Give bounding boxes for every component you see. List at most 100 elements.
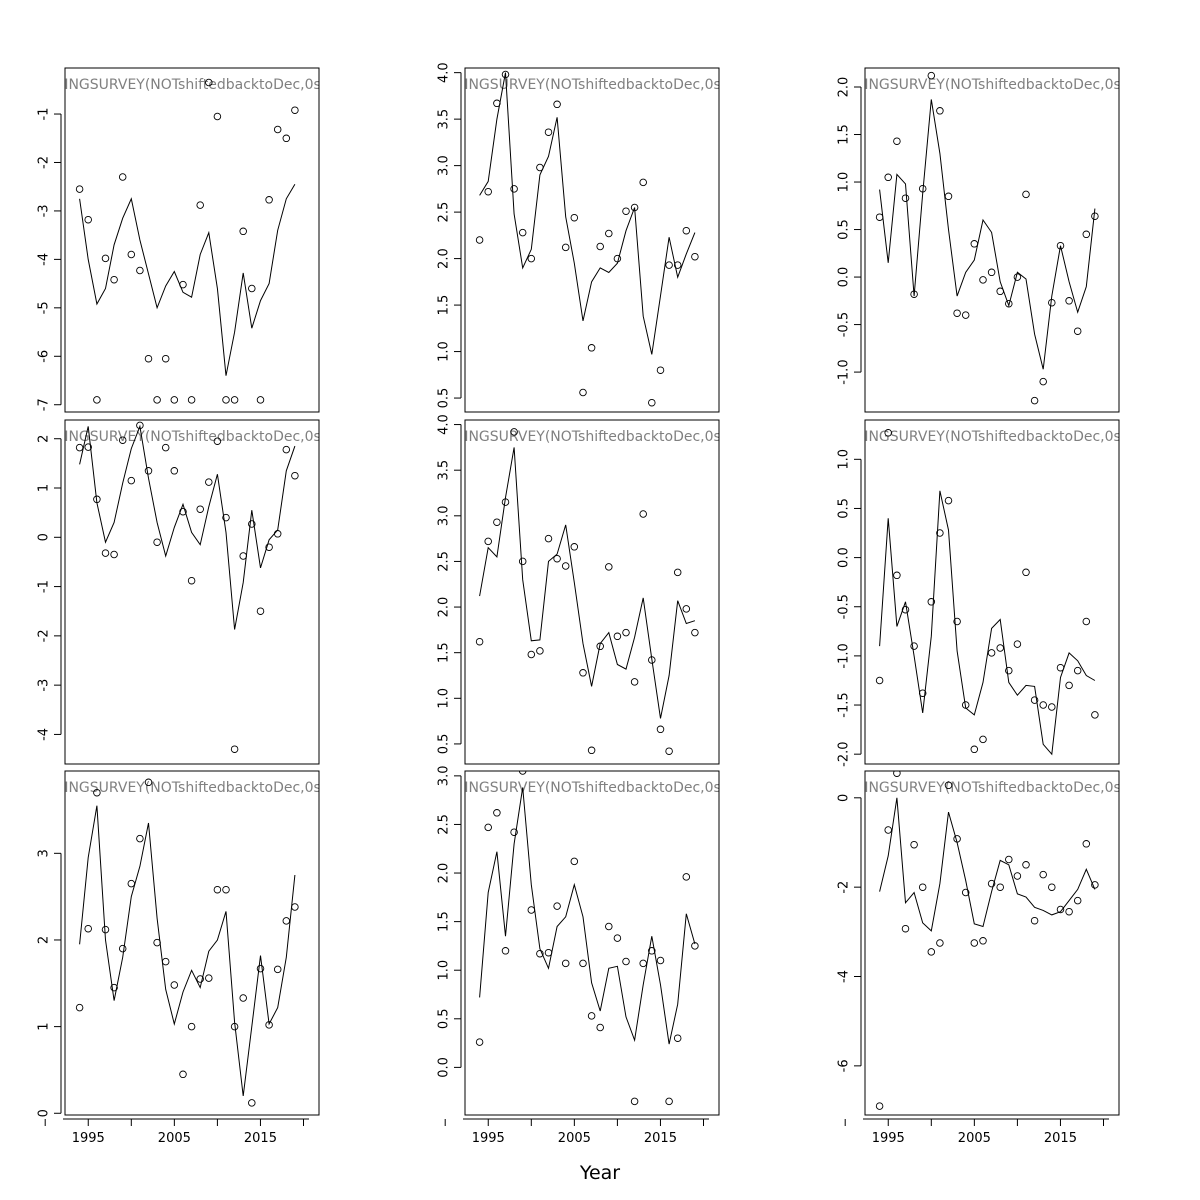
observed-point <box>196 975 204 983</box>
y-tick-label: 1.0 <box>437 341 452 362</box>
observed-point <box>1022 568 1030 577</box>
observed-point <box>75 185 84 193</box>
y-tick-label: 0 <box>37 1109 52 1117</box>
observed-point <box>256 396 265 404</box>
observed-point <box>222 885 230 894</box>
observed-point <box>239 994 247 1002</box>
observed-point <box>136 266 144 275</box>
observed-point <box>1082 840 1091 848</box>
y-tick-label: 1.0 <box>437 688 452 709</box>
observed-point <box>665 747 673 755</box>
observed-point <box>901 924 910 933</box>
observed-point <box>613 934 622 942</box>
fitted-series-line <box>79 805 296 1096</box>
observed-point <box>527 254 536 263</box>
observed-point <box>510 428 518 436</box>
observed-point <box>1056 905 1065 914</box>
observed-point <box>596 642 604 651</box>
y-tick-label: 0.5 <box>437 388 452 409</box>
observed-point <box>1065 907 1073 916</box>
observed-point <box>527 906 536 914</box>
observed-point <box>979 735 987 744</box>
observed-point <box>1065 297 1073 305</box>
observed-point <box>673 1034 682 1042</box>
panel-frame <box>64 67 320 413</box>
y-tick-label: 3.0 <box>437 505 452 526</box>
observed-point <box>944 496 953 505</box>
observed-point <box>265 196 273 204</box>
observed-point <box>673 261 682 269</box>
observed-point <box>291 106 299 114</box>
observed-point <box>953 617 961 626</box>
y-tick-label: -7 <box>37 398 52 411</box>
observed-point <box>579 669 587 677</box>
chart-panel-5: RINGSURVEY(NOTshiftedbacktoDec,0sa 0.5 1.0… <box>437 414 730 765</box>
observed-point <box>75 1003 84 1012</box>
observed-point <box>979 937 987 945</box>
observed-point <box>101 549 110 557</box>
y-tick-label: 3.0 <box>437 155 452 176</box>
observed-point <box>484 537 492 546</box>
observed-point <box>187 1022 196 1031</box>
observed-point <box>884 429 892 437</box>
observed-point <box>996 287 1004 296</box>
y-tick-label: -2 <box>37 629 52 642</box>
y-tick-label: -0.5 <box>837 312 852 337</box>
observed-point <box>553 100 561 109</box>
y-tick-label: 1 <box>37 484 52 492</box>
y-tick-label: 0.5 <box>437 1008 452 1029</box>
observed-point <box>875 1102 884 1110</box>
observed-point <box>910 290 918 298</box>
observed-point <box>1005 299 1013 308</box>
y-tick-label: 2.5 <box>437 814 452 835</box>
observed-point <box>265 1021 273 1029</box>
y-tick-label: 4.0 <box>437 62 452 83</box>
y-tick-label: 0.5 <box>437 734 452 755</box>
fitted-series-line <box>879 797 1096 932</box>
observed-point <box>527 650 536 659</box>
panel-frame <box>64 770 320 1116</box>
observed-point <box>501 947 510 955</box>
x-tick-label: 1995 <box>472 1131 505 1146</box>
panel-title: RINGSURVEY(NOTshiftedbacktoDec,0sa <box>455 429 730 445</box>
observed-point <box>110 983 118 992</box>
observed-point <box>475 236 484 244</box>
observed-point <box>1048 703 1056 711</box>
y-tick-label: 3.5 <box>437 460 452 481</box>
observed-point <box>953 835 961 843</box>
observed-point <box>579 388 587 397</box>
observed-point <box>1073 666 1082 675</box>
y-tick-label: 2.0 <box>437 597 452 618</box>
y-tick-label: -1.5 <box>837 692 852 717</box>
observed-point <box>656 366 665 374</box>
observed-point <box>944 192 953 201</box>
observed-point <box>884 173 892 182</box>
observed-point <box>1056 663 1065 672</box>
y-tick-label: -3 <box>37 679 52 692</box>
y-tick-label: -1.0 <box>837 643 852 668</box>
y-tick-label: 1.5 <box>437 295 452 316</box>
y-tick-label: 3 <box>37 849 52 857</box>
observed-point <box>648 947 656 955</box>
observed-point <box>230 745 239 753</box>
observed-point <box>282 134 291 143</box>
observed-point <box>639 178 647 187</box>
observed-point <box>84 215 92 224</box>
observed-point <box>153 938 161 947</box>
observed-point <box>256 607 265 615</box>
y-tick-label: 1.0 <box>437 960 452 981</box>
observed-point <box>179 280 187 289</box>
observed-point <box>553 554 561 563</box>
y-tick-label: -4 <box>37 728 52 741</box>
observed-point <box>161 957 170 966</box>
panel-title: RINGSURVEY(NOTshiftedbacktoDec,0sa <box>55 780 330 796</box>
observed-point <box>613 254 622 263</box>
observed-point <box>239 227 247 236</box>
observed-point <box>161 443 170 452</box>
observed-point <box>987 649 996 657</box>
observed-point <box>570 857 579 866</box>
y-tick-label: -4 <box>837 970 852 983</box>
observed-point <box>222 396 230 404</box>
observed-point <box>561 959 570 968</box>
panel-title: RINGSURVEY(NOTshiftedbacktoDec,0sa <box>855 780 1130 796</box>
